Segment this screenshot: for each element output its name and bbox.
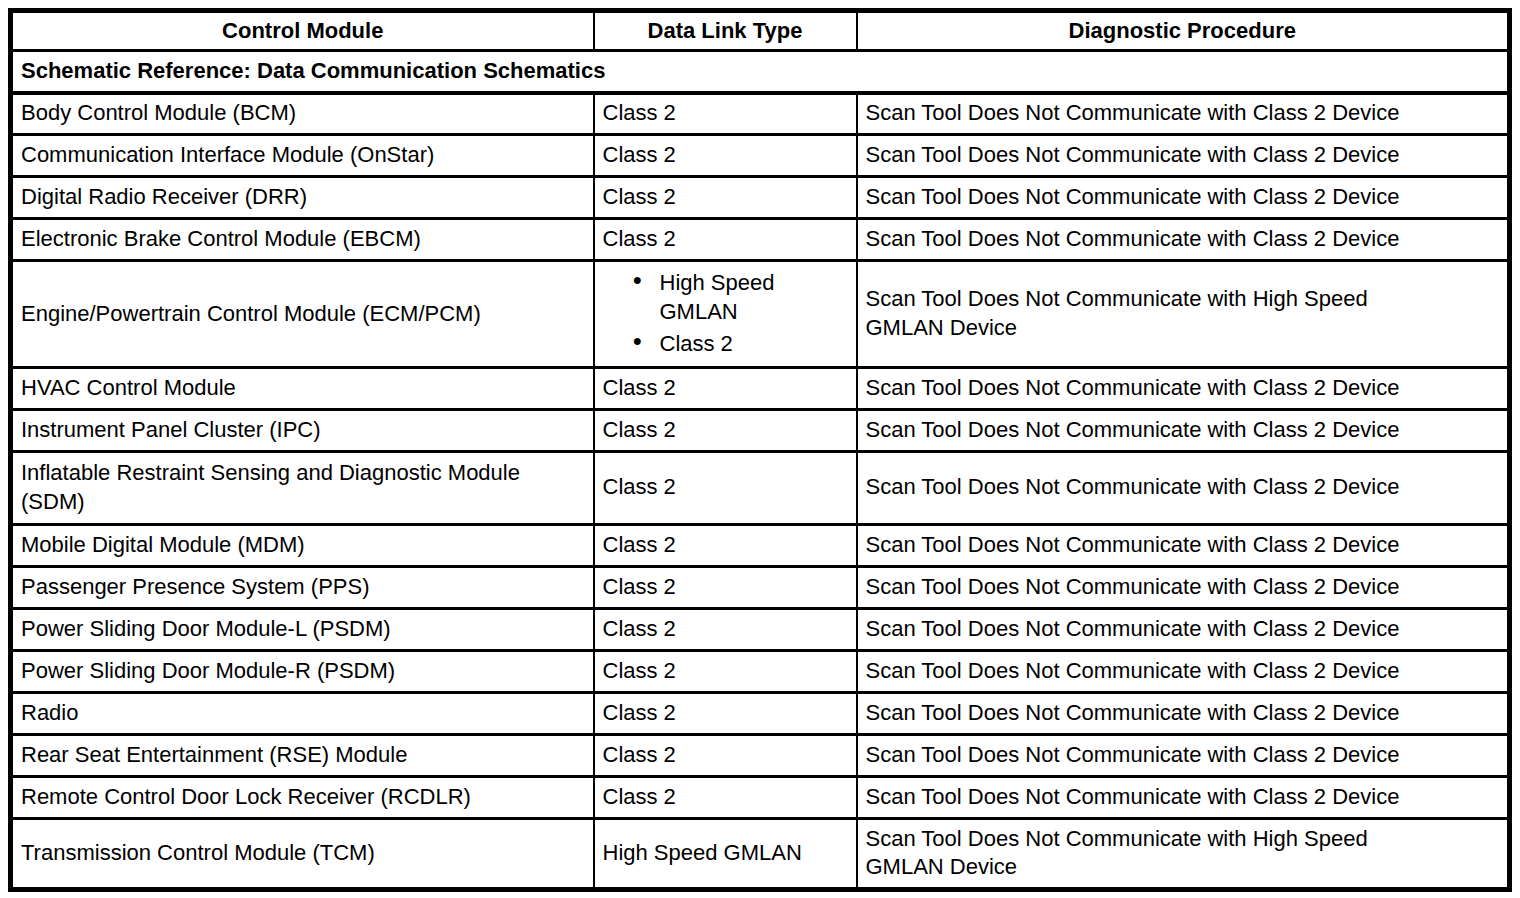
list-item: ● Class 2 — [633, 330, 783, 359]
data-link-cell: Class 2 — [594, 177, 857, 219]
module-cell: Mobile Digital Module (MDM) — [11, 524, 594, 566]
module-cell: Digital Radio Receiver (DRR) — [11, 177, 594, 219]
bullet-icon: ● — [633, 270, 643, 291]
module-cell: Electronic Brake Control Module (EBCM) — [11, 219, 594, 261]
procedure-cell: Scan Tool Does Not Communicate with Clas… — [857, 692, 1510, 734]
procedure-cell: Scan Tool Does Not Communicate with Clas… — [857, 177, 1510, 219]
table-row: Rear Seat Entertainment (RSE) Module Cla… — [11, 734, 1510, 776]
procedure-cell: Scan Tool Does Not Communicate with Clas… — [857, 608, 1510, 650]
table-row: Power Sliding Door Module-L (PSDM) Class… — [11, 608, 1510, 650]
data-link-cell: Class 2 — [594, 451, 857, 524]
data-link-cell: High Speed GMLAN — [594, 818, 857, 889]
data-link-cell: Class 2 — [594, 135, 857, 177]
table-row: Radio Class 2 Scan Tool Does Not Communi… — [11, 692, 1510, 734]
procedure-cell: Scan Tool Does Not Communicate with Clas… — [857, 367, 1510, 409]
procedure-cell: Scan Tool Does Not Communicate with Clas… — [857, 734, 1510, 776]
table-row: Power Sliding Door Module-R (PSDM) Class… — [11, 650, 1510, 692]
data-link-cell: ● High Speed GMLAN ● Class 2 — [594, 261, 857, 368]
procedure-cell: Scan Tool Does Not Communicate with Clas… — [857, 650, 1510, 692]
module-cell: Body Control Module (BCM) — [11, 93, 594, 135]
data-link-cell: Class 2 — [594, 692, 857, 734]
bullet-icon: ● — [633, 331, 643, 352]
data-link-list: ● High Speed GMLAN ● Class 2 — [603, 269, 848, 359]
procedure-cell: Scan Tool Does Not Communicate with Clas… — [857, 409, 1510, 451]
procedure-text: Scan Tool Does Not Communicate with High… — [866, 825, 1441, 882]
table-row: HVAC Control Module Class 2 Scan Tool Do… — [11, 367, 1510, 409]
procedure-text: Scan Tool Does Not Communicate with High… — [866, 285, 1441, 342]
data-link-cell: Class 2 — [594, 409, 857, 451]
data-link-cell: Class 2 — [594, 734, 857, 776]
header-control-module: Control Module — [11, 11, 594, 51]
table-row: Digital Radio Receiver (DRR) Class 2 Sca… — [11, 177, 1510, 219]
table-row: Electronic Brake Control Module (EBCM) C… — [11, 219, 1510, 261]
module-cell: Power Sliding Door Module-R (PSDM) — [11, 650, 594, 692]
data-link-cell: Class 2 — [594, 776, 857, 818]
table-row: Inflatable Restraint Sensing and Diagnos… — [11, 451, 1510, 524]
data-link-cell: Class 2 — [594, 219, 857, 261]
diagnostic-table: Control Module Data Link Type Diagnostic… — [8, 8, 1512, 892]
data-link-cell: Class 2 — [594, 650, 857, 692]
procedure-cell: Scan Tool Does Not Communicate with Clas… — [857, 135, 1510, 177]
module-cell: HVAC Control Module — [11, 367, 594, 409]
header-diagnostic-procedure: Diagnostic Procedure — [857, 11, 1510, 51]
procedure-cell: Scan Tool Does Not Communicate with Clas… — [857, 524, 1510, 566]
procedure-cell: Scan Tool Does Not Communicate with Clas… — [857, 776, 1510, 818]
module-cell: Instrument Panel Cluster (IPC) — [11, 409, 594, 451]
module-cell: Passenger Presence System (PPS) — [11, 566, 594, 608]
data-link-cell: Class 2 — [594, 367, 857, 409]
module-cell: Remote Control Door Lock Receiver (RCDLR… — [11, 776, 594, 818]
table-row: Communication Interface Module (OnStar) … — [11, 135, 1510, 177]
procedure-cell: Scan Tool Does Not Communicate with Clas… — [857, 566, 1510, 608]
header-data-link-type: Data Link Type — [594, 11, 857, 51]
module-cell: Rear Seat Entertainment (RSE) Module — [11, 734, 594, 776]
procedure-cell: Scan Tool Does Not Communicate with Clas… — [857, 93, 1510, 135]
module-cell: Inflatable Restraint Sensing and Diagnos… — [11, 451, 594, 524]
procedure-cell: Scan Tool Does Not Communicate with Clas… — [857, 451, 1510, 524]
module-cell: Engine/Powertrain Control Module (ECM/PC… — [11, 261, 594, 368]
table-row: Remote Control Door Lock Receiver (RCDLR… — [11, 776, 1510, 818]
table-row: Transmission Control Module (TCM) High S… — [11, 818, 1510, 889]
table-row: Body Control Module (BCM) Class 2 Scan T… — [11, 93, 1510, 135]
data-link-cell: Class 2 — [594, 566, 857, 608]
procedure-cell: Scan Tool Does Not Communicate with High… — [857, 818, 1510, 889]
module-cell: Transmission Control Module (TCM) — [11, 818, 594, 889]
procedure-cell: Scan Tool Does Not Communicate with Clas… — [857, 219, 1510, 261]
schematic-reference-row: Schematic Reference: Data Communication … — [11, 51, 1510, 93]
module-cell: Communication Interface Module (OnStar) — [11, 135, 594, 177]
table-row: Engine/Powertrain Control Module (ECM/PC… — [11, 261, 1510, 368]
table-row: Passenger Presence System (PPS) Class 2 … — [11, 566, 1510, 608]
table-row: Mobile Digital Module (MDM) Class 2 Scan… — [11, 524, 1510, 566]
data-link-cell: Class 2 — [594, 93, 857, 135]
schematic-reference-label: Schematic Reference: Data Communication … — [11, 51, 1510, 93]
table-row: Instrument Panel Cluster (IPC) Class 2 S… — [11, 409, 1510, 451]
procedure-cell: Scan Tool Does Not Communicate with High… — [857, 261, 1510, 368]
module-cell: Power Sliding Door Module-L (PSDM) — [11, 608, 594, 650]
list-item: ● High Speed GMLAN — [633, 269, 783, 326]
module-cell: Radio — [11, 692, 594, 734]
data-link-item-label: High Speed GMLAN — [660, 269, 782, 326]
data-link-item-label: Class 2 — [660, 330, 733, 359]
header-row: Control Module Data Link Type Diagnostic… — [11, 11, 1510, 51]
data-link-cell: Class 2 — [594, 524, 857, 566]
data-link-cell: Class 2 — [594, 608, 857, 650]
